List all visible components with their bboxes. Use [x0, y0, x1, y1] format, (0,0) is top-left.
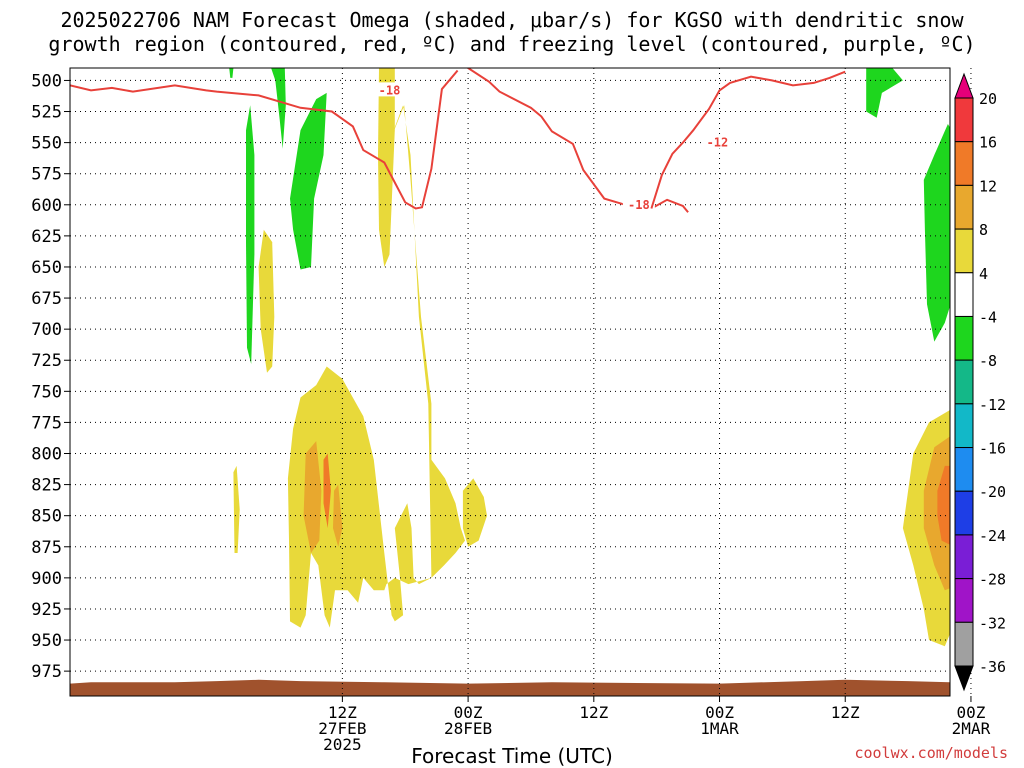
y-axis: 500 525 550 575 600 625 650 675 700 725 750 775 800 8…: [31, 71, 70, 682]
y-tick-label: 550: [31, 134, 62, 154]
y-tick-label: 675: [31, 289, 62, 309]
y-tick-label: 925: [31, 600, 62, 620]
colorbar-label: 12: [979, 177, 997, 195]
ground-fill: [70, 679, 950, 696]
y-tick-label: 775: [31, 413, 62, 433]
omega-green-region: [866, 68, 903, 118]
contour-label-bg: [622, 196, 655, 211]
chart-title-line1: 2025022706 NAM Forecast Omega (shaded, μ…: [60, 8, 964, 32]
y-tick-label: 625: [31, 227, 62, 247]
grid-dotted: [70, 68, 972, 696]
omega-gold-region: [333, 484, 343, 547]
colorbar-label: -20: [979, 483, 1006, 501]
omega-green-region: [290, 92, 327, 270]
y-tick-label: 600: [31, 196, 62, 216]
plot-frame: [69, 67, 951, 697]
colorbar-swatch: [954, 184, 974, 230]
colorbar-swatch: [954, 141, 974, 186]
y-tick-label: 525: [31, 103, 62, 123]
colorbar-swatch: [954, 403, 974, 449]
y-tick-label: 975: [31, 662, 62, 682]
omega-gold-region: [303, 441, 322, 553]
colorbar-swatch: [954, 359, 974, 405]
x-tick-label: 27FEB: [318, 719, 366, 738]
omega-orange-region: [323, 453, 331, 529]
x-tick-label: 1MAR: [700, 719, 739, 738]
contour-line: [467, 68, 689, 213]
colorbar-swatch: [954, 490, 974, 536]
y-tick-label: 700: [31, 320, 62, 340]
colorbar-swatch: [954, 272, 974, 317]
ground-surface: [70, 679, 950, 696]
colorbar-label: 16: [979, 134, 997, 152]
x-tick-label: 12Z: [328, 703, 357, 722]
contour-label: -12: [707, 136, 729, 150]
contour-lines: -18 -18 -12: [70, 68, 846, 213]
colorbar-swatch: [954, 534, 974, 580]
colorbar-swatch: [954, 447, 974, 492]
x-tick-label: 00Z: [705, 703, 734, 722]
credit-text: coolwx.com/models: [854, 744, 1008, 762]
colorbar-label: -8: [979, 352, 997, 370]
x-tick-label: 00Z: [956, 703, 985, 722]
chart-title-line2: growth region (contoured, red, ºC) and f…: [48, 32, 976, 56]
contour-label: -18: [379, 83, 401, 97]
omega-yellow-region: [233, 465, 240, 553]
contour-line: [70, 69, 459, 210]
y-tick-label: 800: [31, 445, 62, 465]
omega-yellow-region: [462, 478, 487, 547]
omega-green-region: [246, 105, 255, 365]
x-tick-label: 28FEB: [444, 719, 492, 738]
colorbar-label: 4: [979, 265, 988, 283]
colorbar-top-arrow: [954, 72, 974, 99]
y-tick-label: 650: [31, 258, 62, 278]
y-tick-label: 725: [31, 351, 62, 371]
colorbar-label: -12: [979, 396, 1006, 414]
colorbar-label: 20: [979, 90, 997, 108]
colorbar-swatch: [954, 97, 974, 143]
x-axis-title: Forecast Time (UTC): [411, 744, 613, 768]
omega-green-region: [271, 68, 286, 149]
colorbar-label: -16: [979, 440, 1006, 458]
omega-green-region: [229, 68, 234, 78]
omega-green-region: [923, 124, 950, 342]
y-tick-label: 500: [31, 71, 62, 91]
x-tick-label: 2MAR: [952, 719, 991, 738]
contour-label-bg: [701, 134, 734, 149]
colorbar-swatch: [954, 621, 974, 667]
omega-orange-region: [937, 465, 950, 545]
colorbar-label: -4: [979, 308, 997, 326]
y-tick-label: 575: [31, 165, 62, 185]
colorbar-label: -36: [979, 658, 1006, 676]
y-tick-label: 850: [31, 507, 62, 527]
omega-yellow-region: [258, 229, 275, 373]
y-tick-label: 900: [31, 569, 62, 589]
x-tick-label: 12Z: [831, 703, 860, 722]
colorbar-label: -24: [979, 527, 1006, 545]
colorbar-bottom-arrow: [954, 665, 974, 692]
colorbar-swatch: [954, 228, 974, 274]
omega-yellow-region: [287, 105, 465, 628]
y-tick-label: 950: [31, 631, 62, 651]
omega-yellow-region: [1018, 497, 1024, 547]
colorbar-swatch: [954, 315, 974, 361]
omega-shading: [229, 68, 1024, 647]
x-tick-label: 2025: [323, 735, 362, 754]
contour-line: [650, 70, 846, 209]
colorbar-label: -28: [979, 571, 1006, 589]
colorbar-label: -32: [979, 614, 1006, 632]
y-tick-label: 875: [31, 538, 62, 558]
contour-label: -18: [628, 198, 650, 212]
x-tick-label: 12Z: [579, 703, 608, 722]
y-tick-label: 825: [31, 476, 62, 496]
colorbar: 20 16 12 8 4 -4 -8 -12 -16 -20 -24 -28 -32 -36: [954, 72, 1006, 692]
colorbar-label: 8: [979, 221, 988, 239]
y-tick-label: 750: [31, 382, 62, 402]
x-tick-label: 00Z: [454, 703, 483, 722]
contour-label-bg: [373, 82, 406, 97]
colorbar-swatch: [954, 578, 974, 623]
